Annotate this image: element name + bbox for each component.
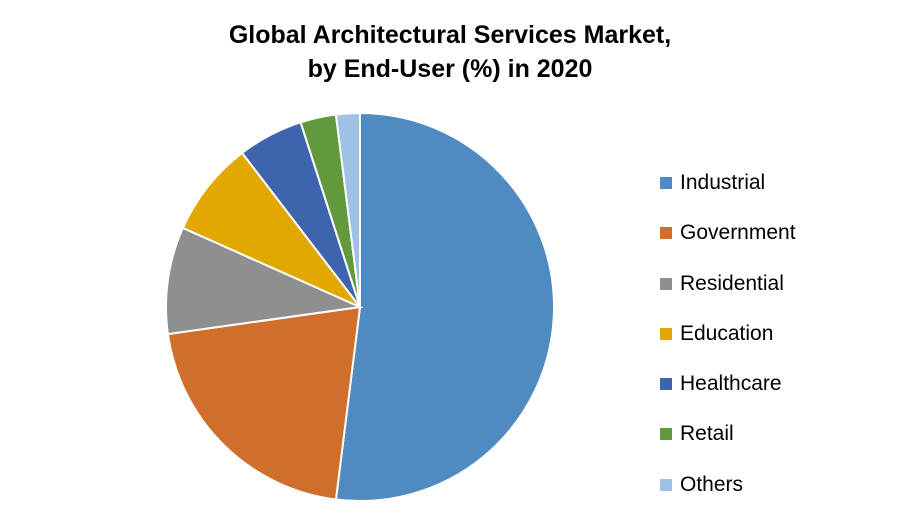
- legend-swatch: [660, 227, 672, 240]
- legend-item-retail: Retail: [660, 421, 890, 471]
- legend-label: Education: [680, 321, 774, 345]
- legend-swatch: [660, 277, 672, 290]
- chart-title: Global Architectural Services Market, by…: [0, 18, 900, 86]
- legend-swatch: [660, 478, 672, 491]
- pie-slice-residential: [165, 226, 364, 336]
- legend-label: Industrial: [680, 171, 766, 194]
- chart-title-line-2: by End-User (%) in 2020: [307, 55, 593, 83]
- legend-label: Others: [680, 472, 744, 496]
- pie-slice-education: [181, 151, 361, 308]
- legend-item-government: Government: [660, 220, 890, 270]
- legend-item-education: Education: [660, 321, 890, 371]
- legend-swatch: [660, 428, 672, 441]
- legend-item-healthcare: Healthcare: [660, 371, 890, 421]
- legend: Industrial Government Residential Education…: [660, 170, 890, 522]
- pie-slice-government: [166, 305, 362, 501]
- legend-label: Residential: [680, 271, 784, 295]
- legend-swatch: [660, 177, 672, 189]
- legend-swatch: [660, 327, 672, 340]
- chart-title-line-1: Global Architectural Services Market,: [228, 21, 672, 49]
- pie-slice-others: [334, 111, 361, 308]
- legend-item-residential: Residential: [660, 271, 890, 321]
- legend-label: Healthcare: [680, 372, 782, 396]
- legend-swatch: [660, 378, 672, 391]
- legend-label: Retail: [680, 422, 734, 446]
- legend-item-others: Others: [660, 472, 890, 522]
- pie-slice-industrial: [334, 111, 555, 502]
- legend-label: Government: [680, 221, 796, 245]
- legend-item-industrial: Industrial: [660, 170, 890, 220]
